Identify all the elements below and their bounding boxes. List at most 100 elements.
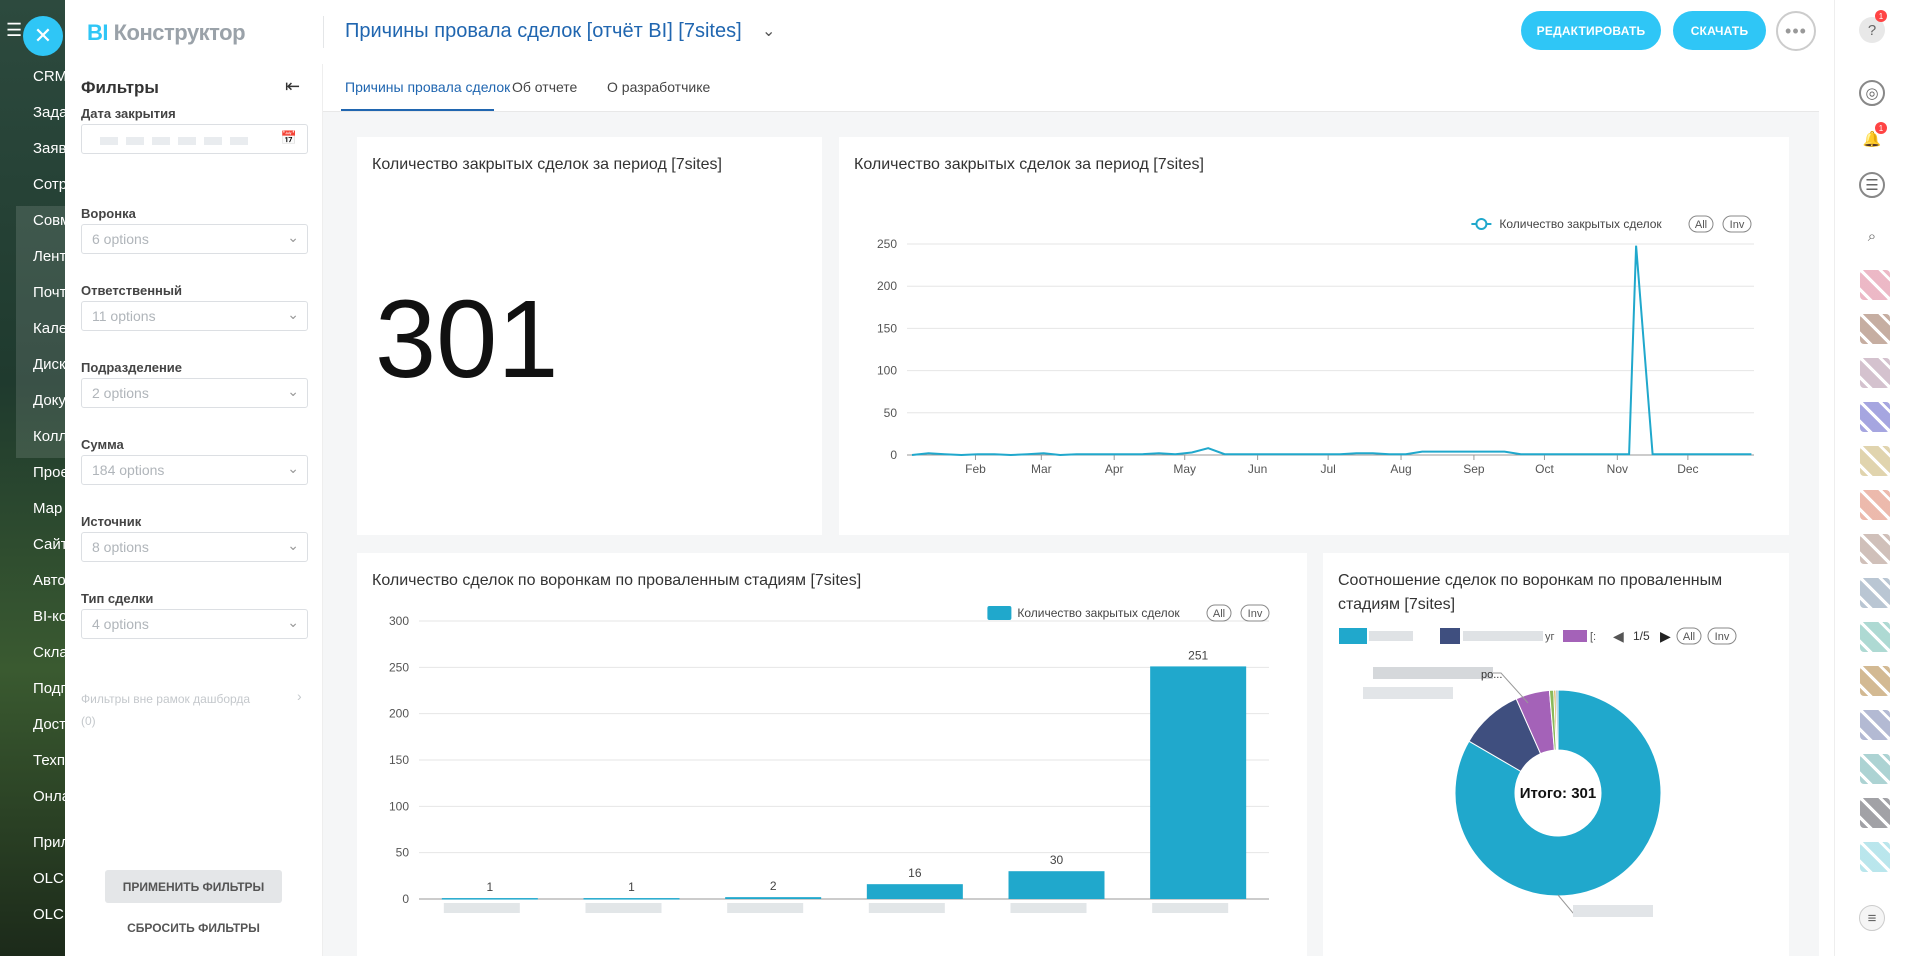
legend-all-button[interactable] bbox=[1676, 627, 1702, 645]
tab-about-report[interactable]: Об отчете bbox=[512, 79, 578, 95]
chevron-left-icon[interactable]: ◀ bbox=[1613, 628, 1624, 644]
chevron-down-icon[interactable]: ⌄ bbox=[762, 23, 776, 40]
background-menu-item: Дост bbox=[33, 716, 65, 733]
background-menu-item: Прое bbox=[33, 464, 65, 481]
bar[interactable] bbox=[1008, 871, 1105, 899]
bar[interactable] bbox=[866, 884, 963, 899]
reset-filters-button[interactable]: СБРОСИТЬ ФИЛЬТРЫ bbox=[127, 920, 260, 935]
filter-select[interactable]: 11 options ⌄ bbox=[81, 301, 308, 331]
calendar-icon[interactable]: 📅 bbox=[280, 130, 297, 145]
more-options-button[interactable]: ••• bbox=[1776, 11, 1816, 51]
bar[interactable] bbox=[583, 898, 680, 900]
collapse-panel-icon[interactable]: ⇤ bbox=[285, 76, 301, 96]
chevron-down-icon: ⌄ bbox=[287, 306, 299, 322]
close-slider-button[interactable]: ✕ bbox=[23, 16, 63, 56]
chevron-down-icon: ⌄ bbox=[287, 383, 299, 399]
bi-builder-panel: BI Конструктор Причины провала сделок [о… bbox=[65, 0, 1899, 956]
date-range-input[interactable]: 📅 bbox=[81, 124, 308, 154]
contact-avatar[interactable] bbox=[1860, 358, 1890, 388]
x-tick-label: Sep bbox=[1463, 462, 1485, 476]
background-menu-item: Техп bbox=[33, 752, 65, 769]
title-separator bbox=[323, 16, 324, 48]
contact-avatar[interactable] bbox=[1860, 314, 1890, 344]
slice-label-redacted bbox=[1373, 667, 1493, 679]
y-tick-label: 250 bbox=[877, 237, 897, 251]
pie-slice[interactable] bbox=[1555, 689, 1559, 751]
bar-chart: 0 50 100 150 200 250 300 1 1 2 16 30 251 Количество з… bbox=[389, 604, 1270, 913]
filter-select[interactable]: 8 options ⌄ bbox=[81, 532, 308, 562]
goals-icon[interactable]: ◎ bbox=[1859, 80, 1885, 106]
pie-chart-title: Соотношение сделок по воронкам по провал… bbox=[1338, 572, 1723, 613]
filter-select[interactable]: 6 options ⌄ bbox=[81, 224, 308, 254]
background-menu-item: Скла bbox=[33, 644, 65, 661]
bar-data-label: 30 bbox=[1050, 853, 1064, 867]
bar[interactable] bbox=[1150, 666, 1247, 899]
background-menu-item: Доку bbox=[33, 392, 65, 409]
report-title[interactable]: Причины провала сделок [отчёт BI] [7site… bbox=[345, 20, 742, 42]
chat-icon[interactable]: ☰ bbox=[1859, 172, 1885, 198]
legend-inv-button[interactable] bbox=[1240, 604, 1270, 622]
apply-filters-button[interactable]: ПРИМЕНИТЬ ФИЛЬТРЫ bbox=[105, 870, 282, 903]
filter-select-value: 184 options bbox=[92, 462, 165, 478]
chevron-right-icon[interactable]: › bbox=[297, 688, 302, 704]
bell-icon[interactable]: 🔔 bbox=[1862, 131, 1882, 148]
x-tick-label: Aug bbox=[1390, 462, 1411, 476]
x-tick-label: Dec bbox=[1677, 462, 1698, 476]
contact-avatar[interactable] bbox=[1860, 798, 1890, 828]
legend-all-button[interactable] bbox=[1206, 604, 1232, 622]
contact-avatar[interactable] bbox=[1860, 446, 1890, 476]
filter-select[interactable]: 2 options ⌄ bbox=[81, 378, 308, 408]
legend-page-indicator: 1/5 bbox=[1633, 629, 1650, 643]
bar-chart-title: Количество сделок по воронкам по провале… bbox=[372, 572, 862, 589]
legend-label-fragment: уг bbox=[1545, 631, 1555, 643]
contact-avatar[interactable] bbox=[1860, 578, 1890, 608]
contact-avatar[interactable] bbox=[1860, 490, 1890, 520]
search-icon[interactable]: ⌕ bbox=[1867, 227, 1877, 245]
x-category-label-redacted bbox=[443, 903, 520, 913]
list-icon[interactable]: ≡ bbox=[1859, 905, 1885, 931]
legend-label[interactable]: Количество закрытых сделок bbox=[1017, 606, 1180, 620]
contact-avatar[interactable] bbox=[1860, 666, 1890, 696]
legend-all-label: All bbox=[1213, 608, 1225, 620]
contact-avatar[interactable] bbox=[1860, 754, 1890, 784]
chevron-right-icon[interactable]: ▶ bbox=[1660, 628, 1671, 644]
background-menu-item: Сотр bbox=[33, 176, 65, 193]
series-line[interactable] bbox=[911, 245, 1752, 457]
contact-avatar[interactable] bbox=[1860, 402, 1890, 432]
background-menu-item: BI-ко bbox=[33, 608, 65, 625]
slice-label-redacted bbox=[1363, 687, 1453, 699]
y-tick-label: 0 bbox=[402, 892, 409, 906]
hamburger-menu-icon[interactable]: ☰ bbox=[6, 20, 23, 40]
contact-avatar[interactable] bbox=[1860, 710, 1890, 740]
bar[interactable] bbox=[725, 897, 822, 899]
legend-label-redacted bbox=[1463, 631, 1543, 641]
download-button[interactable]: СКАЧАТЬ bbox=[1673, 11, 1766, 50]
legend-label-redacted bbox=[1369, 631, 1413, 641]
kpi-title: Количество закрытых сделок за период [7s… bbox=[372, 156, 722, 173]
contact-avatar[interactable] bbox=[1860, 622, 1890, 652]
kpi-value: 301 bbox=[375, 278, 559, 401]
bar-data-label: 1 bbox=[486, 880, 493, 894]
x-tick-label: Jun bbox=[1248, 462, 1267, 476]
filter-select[interactable]: 4 options ⌄ bbox=[81, 609, 308, 639]
tab-bar: Причины провала сделок Об отчете О разра… bbox=[323, 64, 1819, 112]
bar[interactable] bbox=[441, 898, 538, 900]
x-category-label-redacted bbox=[1010, 903, 1087, 913]
edit-button[interactable]: РЕДАКТИРОВАТЬ bbox=[1521, 11, 1661, 50]
contact-avatar[interactable] bbox=[1860, 270, 1890, 300]
legend-swatch bbox=[1440, 628, 1460, 644]
contact-avatar[interactable] bbox=[1860, 842, 1890, 872]
y-tick-label: 100 bbox=[389, 799, 409, 813]
legend-all-button[interactable] bbox=[1688, 215, 1714, 233]
filter-select[interactable]: 184 options ⌄ bbox=[81, 455, 308, 485]
x-tick-label: Oct bbox=[1535, 462, 1554, 476]
tab-about-developer[interactable]: О разработчике bbox=[607, 79, 711, 95]
outside-filters-link[interactable]: Фильтры вне рамок дашборда (0) bbox=[81, 692, 251, 728]
chevron-down-icon: ⌄ bbox=[287, 460, 299, 476]
legend-inv-button[interactable] bbox=[1722, 215, 1752, 233]
pie-slice[interactable] bbox=[1454, 689, 1662, 897]
legend-inv-button[interactable] bbox=[1707, 627, 1737, 645]
contact-avatar[interactable] bbox=[1860, 534, 1890, 564]
tab-failure-reasons[interactable]: Причины провала сделок bbox=[345, 79, 511, 95]
legend-label[interactable]: Количество закрытых сделок bbox=[1499, 217, 1662, 231]
